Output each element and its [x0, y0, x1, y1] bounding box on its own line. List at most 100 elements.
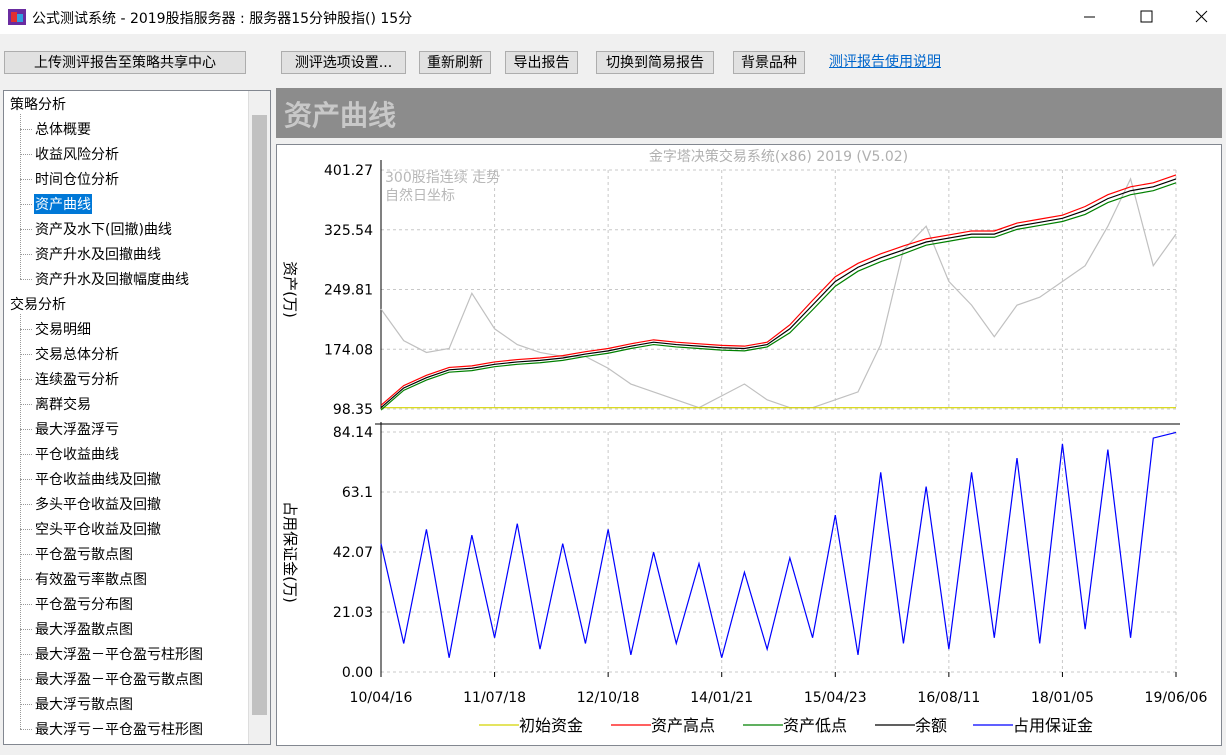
- annotation: 300股指连续 走势: [385, 169, 500, 186]
- tree-item[interactable]: 最大浮亏散点图: [35, 697, 133, 713]
- y-tick-label: 249.81: [324, 283, 373, 299]
- tree-connector: [20, 629, 32, 630]
- x-tick-label: 14/01/21: [690, 690, 753, 706]
- panel-header: [276, 88, 1222, 138]
- toolbar-button[interactable]: 重新刷新: [419, 51, 491, 74]
- series-line: [380, 174, 1177, 406]
- tree-connector: [20, 554, 32, 555]
- tree-item[interactable]: 总体概要: [35, 122, 91, 138]
- tree-item[interactable]: 平仓收益曲线及回撤: [35, 472, 161, 488]
- tree-connector: [20, 504, 32, 505]
- tree-connector: [20, 179, 32, 180]
- toolbar-button[interactable]: 切换到简易报告: [596, 51, 714, 74]
- tree-connector: [20, 579, 32, 580]
- y-axis-label: 资产(万): [281, 261, 299, 318]
- sidebar-tree: 策略分析 总体概要 收益风险分析 时间仓位分析 资产曲线 资产及水下(回撤)曲线 资产升水及…: [3, 90, 271, 745]
- tree-item[interactable]: 交易总体分析: [35, 347, 119, 363]
- annotation: 自然日坐标: [385, 187, 455, 204]
- series-line: [380, 431, 1177, 658]
- tree-item[interactable]: 有效盈亏率散点图: [35, 572, 147, 588]
- x-tick-label: 19/06/06: [1145, 690, 1208, 706]
- tree-item[interactable]: 多头平仓收益及回撤: [35, 497, 161, 513]
- x-tick-label: 16/08/11: [917, 690, 980, 706]
- tree-connector: [20, 254, 32, 255]
- tree-item[interactable]: 最大浮盈－平仓盈亏柱形图: [35, 647, 203, 663]
- tree-item[interactable]: 平仓盈亏分布图: [35, 597, 133, 613]
- legend-label: 余额: [915, 716, 947, 735]
- tree-item[interactable]: 资产曲线: [34, 194, 92, 214]
- tree-connector: [20, 404, 32, 405]
- tree-connector: [20, 429, 32, 430]
- tree-item[interactable]: 收益风险分析: [35, 147, 119, 163]
- tree-item[interactable]: 平仓盈亏散点图: [35, 547, 133, 563]
- x-tick-label: 12/10/18: [577, 690, 640, 706]
- tree-connector: [20, 379, 32, 380]
- app-icon: [8, 9, 26, 25]
- tree-group[interactable]: 策略分析: [10, 97, 66, 113]
- y-tick-label: 42.07: [333, 545, 373, 561]
- panel-title: 资产曲线: [284, 99, 397, 132]
- window-title: 公式测试系统 - 2019股指服务器 : 服务器15分钟股指() 15分: [32, 11, 413, 27]
- toolbar-button[interactable]: 背景品种: [733, 51, 805, 74]
- tree-line: [20, 314, 21, 729]
- tree-connector: [20, 329, 32, 330]
- tree-item[interactable]: 最大浮亏－平仓盈亏柱形图: [35, 722, 203, 738]
- scrollbar[interactable]: [248, 91, 270, 744]
- tree-connector: [20, 604, 32, 605]
- y-tick-label: 98.35: [333, 402, 373, 418]
- y-axis-label: 占用保证金(万): [281, 501, 299, 603]
- tree-item[interactable]: 资产升水及回撤曲线: [35, 247, 161, 263]
- tree-item[interactable]: 最大浮盈浮亏: [35, 422, 119, 438]
- y-tick-label: 401.27: [324, 163, 373, 179]
- tree-connector: [20, 704, 32, 705]
- x-tick-label: 15/04/23: [804, 690, 867, 706]
- tree-connector: [20, 129, 32, 130]
- y-tick-label: 174.08: [324, 342, 373, 358]
- legend-label: 资产低点: [783, 716, 847, 735]
- scroll-thumb[interactable]: [252, 115, 267, 715]
- tree-connector: [20, 479, 32, 480]
- y-tick-label: 325.54: [324, 223, 373, 239]
- tree-item[interactable]: 交易明细: [35, 322, 91, 338]
- benchmark-line: [380, 177, 1177, 409]
- tree-group[interactable]: 交易分析: [10, 297, 66, 313]
- chart-title: 金字塔决策交易系统(x86) 2019 (V5.02): [649, 148, 908, 165]
- help-link[interactable]: 测评报告使用说明: [829, 54, 941, 70]
- legend-label: 占用保证金: [1013, 716, 1093, 735]
- window-controls[interactable]: [1060, 0, 1226, 34]
- tree-connector: [20, 454, 32, 455]
- tree-item[interactable]: 资产及水下(回撤)曲线: [35, 222, 172, 238]
- tree-connector: [20, 154, 32, 155]
- toolbar-button[interactable]: 导出报告: [505, 51, 578, 74]
- legend-label: 资产高点: [651, 716, 715, 735]
- tree-item[interactable]: 最大浮盈散点图: [35, 622, 133, 638]
- toolbar-button[interactable]: 测评选项设置...: [281, 51, 406, 74]
- y-tick-label: 63.1: [342, 485, 373, 501]
- tree-item[interactable]: 离群交易: [35, 397, 91, 413]
- legend-label: 初始资金: [519, 716, 583, 735]
- y-tick-label: 21.03: [333, 605, 373, 621]
- series-line: [380, 182, 1177, 411]
- tree-connector: [20, 279, 32, 280]
- y-tick-label: 84.14: [333, 425, 373, 441]
- tree-item[interactable]: 空头平仓收益及回撤: [35, 522, 161, 538]
- tree-connector: [20, 204, 32, 205]
- tree-item[interactable]: 平仓收益曲线: [35, 447, 119, 463]
- tree-connector: [20, 354, 32, 355]
- tree-item[interactable]: 资产升水及回撤幅度曲线: [35, 272, 189, 288]
- title-bar: 公式测试系统 - 2019股指服务器 : 服务器15分钟股指() 15分: [0, 0, 1226, 34]
- tree-connector: [20, 229, 32, 230]
- tree-connector: [20, 654, 32, 655]
- tree-item[interactable]: 连续盈亏分析: [35, 372, 119, 388]
- chart-frame: 金字塔决策交易系统(x86) 2019 (V5.02) 资产(万) 98.35 174…: [276, 144, 1222, 746]
- tree-item[interactable]: 时间仓位分析: [35, 172, 119, 188]
- y-tick-label: 0.00: [342, 665, 373, 681]
- x-tick-label: 11/07/18: [463, 690, 526, 706]
- x-tick-label: 18/01/05: [1031, 690, 1094, 706]
- tree-connector: [20, 529, 32, 530]
- tree-connector: [20, 729, 32, 730]
- toolbar-button[interactable]: 上传测评报告至策略共享中心: [4, 51, 246, 74]
- chart: 金字塔决策交易系统(x86) 2019 (V5.02) 资产(万) 98.35 174…: [281, 148, 1208, 735]
- tree-item[interactable]: 最大浮盈－平仓盈亏散点图: [35, 672, 203, 688]
